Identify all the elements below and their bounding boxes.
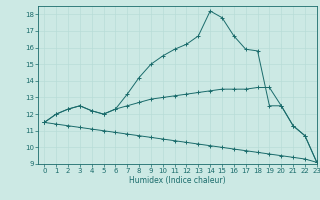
X-axis label: Humidex (Indice chaleur): Humidex (Indice chaleur) [129,176,226,185]
